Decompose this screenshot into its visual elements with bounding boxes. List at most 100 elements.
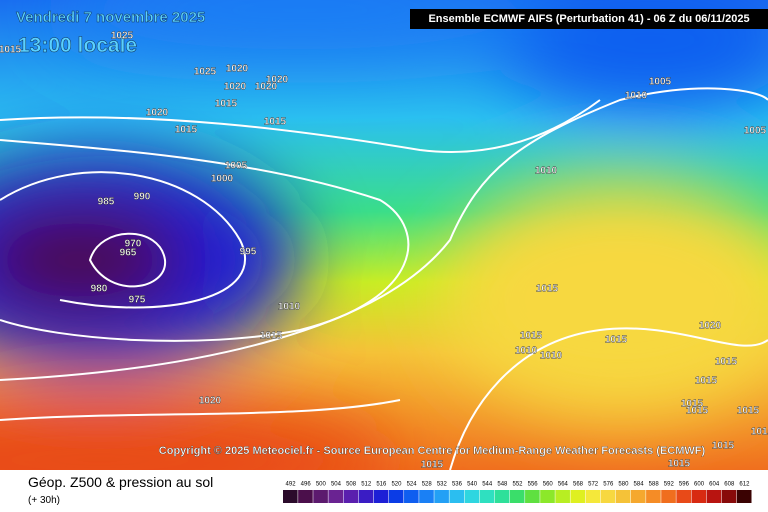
footer-lead: (+ 30h) (28, 495, 60, 506)
isobar-label: 975 (129, 295, 146, 306)
isobar-label: 1015 (264, 117, 287, 128)
legend-swatch (479, 490, 495, 503)
isobar-label: 1010 (278, 302, 301, 313)
isobar-label: 1015 (737, 406, 760, 417)
legend-label: 612 (739, 482, 750, 488)
legend-label: 568 (573, 482, 584, 488)
legend-label: 596 (679, 482, 690, 488)
legend-swatch (570, 490, 586, 503)
time: 13:00 locale (18, 34, 137, 57)
footer-title: Géop. Z500 & pression au sol (28, 474, 213, 490)
isobar-label: 1015 (175, 125, 198, 136)
isobar-label: 1020 (266, 75, 289, 86)
isobar-label: 1005 (649, 77, 672, 88)
legend-label: 592 (664, 482, 675, 488)
isobar-label: 1025 (111, 31, 134, 42)
isobar-label: 1015 (686, 406, 709, 417)
legend-swatch (721, 490, 737, 503)
legend-label: 500 (316, 482, 327, 488)
isobar-label: 1005 (225, 161, 248, 172)
model-box (410, 9, 768, 29)
legend-label: 556 (528, 482, 539, 488)
isobar-label: 1020 (699, 321, 722, 332)
legend-swatch (600, 490, 616, 503)
legend-swatch (313, 490, 328, 503)
legend-label: 600 (694, 482, 705, 488)
isobar-label: 1025 (194, 67, 217, 78)
legend-label: 588 (649, 482, 660, 488)
legend-swatch (661, 490, 676, 503)
isobar-label: 1020 (226, 64, 249, 75)
isobar-label: 1015 (215, 99, 238, 110)
isobar-label: 1010 (625, 91, 648, 102)
legend-swatch (343, 490, 359, 503)
legend: 492 496 500 504 508 512 516 520 524 528 532 536 540 5… (283, 482, 752, 503)
isobar-label: 1015 (668, 459, 691, 470)
legend-label: 540 (467, 482, 478, 488)
legend-label: 536 (452, 482, 463, 488)
legend-label: 512 (361, 482, 372, 488)
legend-swatch (646, 490, 661, 503)
isobar-label: 1015 (520, 331, 543, 342)
legend-label: 544 (482, 482, 493, 488)
legend-swatch (404, 490, 419, 503)
legend-swatch (540, 490, 555, 503)
legend-swatch (298, 490, 313, 503)
isobar-label: 1015 (536, 284, 559, 295)
legend-swatch (283, 490, 298, 503)
isobar-label: 1000 (211, 174, 234, 185)
isobar-label: 965 (120, 248, 137, 259)
isobar-label: 1010 (535, 166, 558, 177)
legend-swatch (706, 490, 722, 503)
legend-label: 580 (618, 482, 629, 488)
isobar-label: 1015 (715, 357, 738, 368)
legend-label: 608 (724, 482, 735, 488)
legend-swatch (676, 490, 691, 503)
legend-swatch (358, 490, 374, 503)
legend-label: 572 (588, 482, 599, 488)
legend-swatch (464, 490, 480, 503)
isobar-label: 1015 (421, 460, 444, 471)
legend-label: 604 (709, 482, 720, 488)
legend-swatch (630, 490, 646, 503)
legend-label: 504 (331, 482, 342, 488)
legend-label: 492 (286, 482, 297, 488)
date: Vendredi 7 novembre 2025 (16, 9, 205, 26)
legend-label: 564 (558, 482, 569, 488)
isobar-label: 1015 (712, 441, 735, 452)
legend-swatch (525, 490, 540, 503)
legend-swatch (509, 490, 525, 503)
legend-swatch (555, 490, 570, 503)
isobar-label: 1020 (146, 108, 169, 119)
legend-label: 584 (634, 482, 645, 488)
legend-label: 516 (376, 482, 387, 488)
legend-label: 576 (603, 482, 614, 488)
isobar-label: 995 (240, 247, 257, 258)
isobar-label: 1020 (199, 396, 222, 407)
legend-swatch (449, 490, 465, 503)
legend-label: 496 (301, 482, 312, 488)
legend-label: 528 (422, 482, 433, 488)
isobar-label: 985 (98, 197, 115, 208)
isobar-label: 990 (134, 192, 151, 203)
isobar-label: 1010 (515, 346, 538, 357)
isobar-label: 1020 (255, 82, 278, 93)
isobar-label: 980 (91, 284, 108, 295)
legend-label: 560 (543, 482, 554, 488)
isobar-label: 1015 (0, 45, 22, 56)
isobar-label: 1005 (744, 126, 767, 137)
legend-label: 532 (437, 482, 448, 488)
legend-label: 552 (512, 482, 523, 488)
legend-label: 508 (346, 482, 357, 488)
legend-swatch (434, 490, 449, 503)
legend-label: 524 (407, 482, 418, 488)
legend-swatch (585, 490, 601, 503)
isobar-label: 1015 (681, 399, 704, 410)
isobar-label: 1015 (751, 427, 768, 438)
isobar-label: 1010 (540, 351, 563, 362)
legend-swatch (388, 490, 404, 503)
isobar-label: 970 (125, 239, 142, 250)
legend-swatch (494, 490, 510, 503)
